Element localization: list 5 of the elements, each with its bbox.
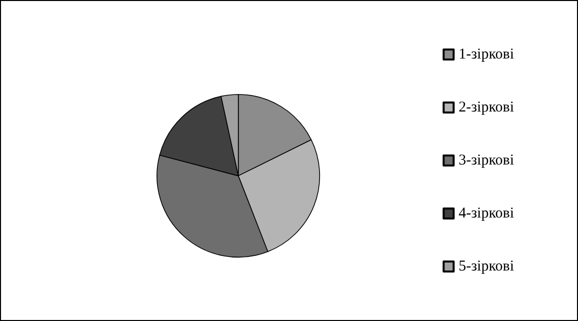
legend-label: 3-зіркові — [458, 152, 514, 168]
legend-label: 5-зіркові — [458, 258, 514, 274]
legend-label: 2-зіркові — [458, 100, 514, 116]
legend-label: 1-зіркові — [458, 46, 514, 62]
legend-label: 4-зіркові — [458, 206, 514, 222]
